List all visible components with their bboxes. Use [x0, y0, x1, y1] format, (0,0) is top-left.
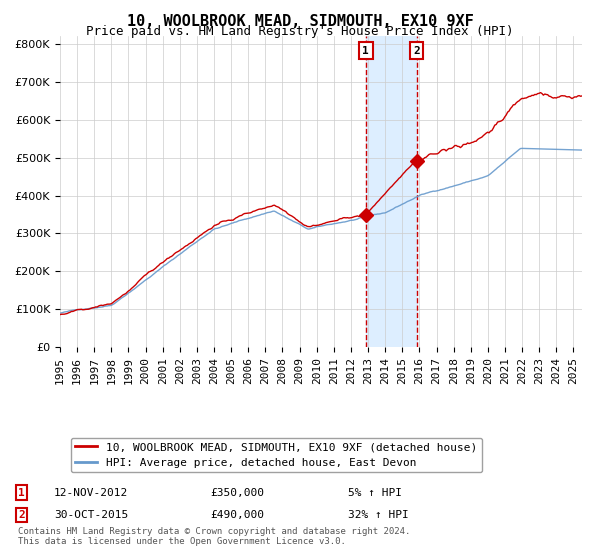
Text: 2: 2 [18, 510, 25, 520]
Text: 1: 1 [18, 488, 25, 498]
Bar [366, 36, 416, 347]
Text: 12-NOV-2012: 12-NOV-2012 [54, 488, 128, 498]
Text: Price paid vs. HM Land Registry's House Price Index (HPI): Price paid vs. HM Land Registry's House … [86, 25, 514, 38]
Text: 10, WOOLBROOK MEAD, SIDMOUTH, EX10 9XF: 10, WOOLBROOK MEAD, SIDMOUTH, EX10 9XF [127, 14, 473, 29]
Text: 5% ↑ HPI: 5% ↑ HPI [348, 488, 402, 498]
Text: 2: 2 [413, 46, 420, 56]
Text: £350,000: £350,000 [210, 488, 264, 498]
Text: 30-OCT-2015: 30-OCT-2015 [54, 510, 128, 520]
Text: Contains HM Land Registry data © Crown copyright and database right 2024.
This d: Contains HM Land Registry data © Crown c… [18, 526, 410, 546]
Text: 32% ↑ HPI: 32% ↑ HPI [348, 510, 409, 520]
Text: £490,000: £490,000 [210, 510, 264, 520]
Text: 1: 1 [362, 46, 369, 56]
Legend: 10, WOOLBROOK MEAD, SIDMOUTH, EX10 9XF (detached house), HPI: Average price, det: 10, WOOLBROOK MEAD, SIDMOUTH, EX10 9XF (… [71, 438, 482, 472]
